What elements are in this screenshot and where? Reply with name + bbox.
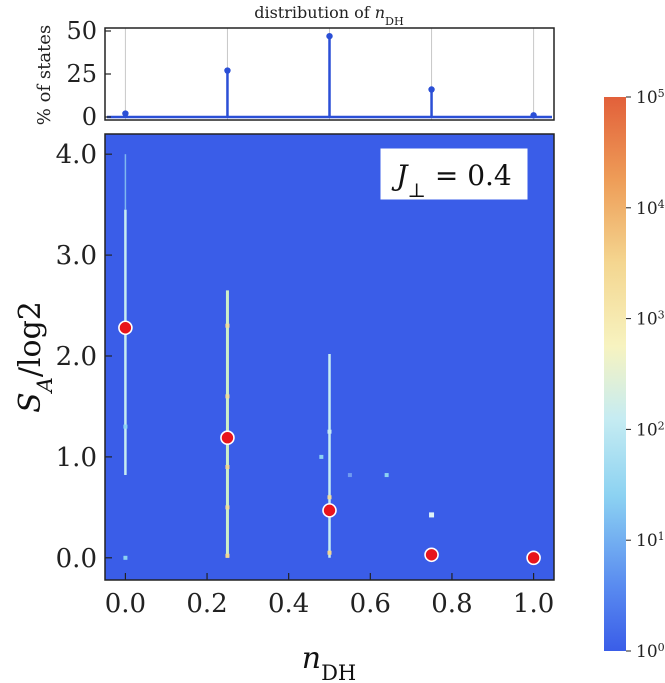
annotation-box xyxy=(380,148,528,200)
main-y-tick-label: 3.0 xyxy=(56,241,97,271)
main-x-tick-label: 0.8 xyxy=(431,589,472,619)
heatmap-speck xyxy=(384,473,389,478)
mean-entropy-points xyxy=(118,320,541,566)
colorbar xyxy=(604,97,626,651)
heatmap-speck xyxy=(319,454,324,459)
top-y-axis-label: % of states xyxy=(34,25,55,125)
top-bar-marker xyxy=(224,67,231,74)
mean-entropy-point xyxy=(220,430,235,446)
mean-entropy-point xyxy=(118,320,133,336)
top-y-tick-label: 0 xyxy=(82,103,97,131)
top-bar-marker xyxy=(428,86,435,93)
main-y-axis-label: SA/log2 xyxy=(13,301,57,413)
main-x-axis-label: nDH xyxy=(302,641,356,683)
colorbar-ticks: 100 101 102 103 104 105 xyxy=(626,87,665,663)
main-x-ticks: 0.0 0.2 0.4 0.6 0.8 1.0 xyxy=(105,573,554,619)
mean-entropy-point xyxy=(526,550,541,566)
colorbar-tick-label: 101 xyxy=(636,530,665,552)
heatmap-speck xyxy=(225,323,230,328)
main-y-tick-label: 1.0 xyxy=(56,443,97,473)
main-plot-frame xyxy=(104,133,555,581)
main-y-tick-label: 4.0 xyxy=(56,140,97,170)
heatmap-speck xyxy=(327,429,332,434)
colorbar-tick-label: 104 xyxy=(636,197,665,219)
main-x-tick-label: 0.6 xyxy=(350,589,391,619)
mean-entropy-point xyxy=(424,547,439,563)
main-x-tick-label: 0.0 xyxy=(105,589,146,619)
colorbar-tick-label: 103 xyxy=(636,308,665,330)
main-x-tick-label: 0.4 xyxy=(268,589,309,619)
top-y-tick-label: 25 xyxy=(66,60,97,88)
top-bars xyxy=(107,32,552,119)
heatmap-speck xyxy=(123,424,128,429)
heatmap-speck xyxy=(347,473,352,478)
annotation-label: J⊥ = 0.4 xyxy=(391,159,511,202)
heatmap-speck xyxy=(225,394,230,399)
heatmap-speck xyxy=(225,464,230,469)
main-x-tick-label: 0.2 xyxy=(186,589,227,619)
main-x-tick-label: 1.0 xyxy=(513,589,554,619)
heatmap-speck xyxy=(327,550,332,555)
heatmap-speck xyxy=(225,553,230,558)
top-bar-marker xyxy=(122,110,129,117)
mean-entropy-point xyxy=(322,503,337,518)
heatmap-speck xyxy=(123,555,128,560)
top-y-tick-label: 50 xyxy=(66,17,97,45)
heatmap-streaks xyxy=(123,154,435,560)
colorbar-tick-label: 102 xyxy=(636,419,665,441)
heatmap-speck xyxy=(327,495,332,500)
colorbar-tick-label: 105 xyxy=(636,87,665,109)
colorbar-tick-label: 100 xyxy=(636,641,665,663)
top-chart-title: distribution of nDH xyxy=(254,3,404,28)
main-y-ticks: 0.0 1.0 2.0 3.0 4.0 xyxy=(56,140,112,574)
main-y-tick-label: 2.0 xyxy=(56,342,97,372)
top-y-ticks: 0 25 50 xyxy=(66,17,111,131)
main-y-tick-label: 0.0 xyxy=(56,544,97,574)
top-bar-marker xyxy=(326,32,333,40)
heatmap-speck xyxy=(225,505,230,510)
